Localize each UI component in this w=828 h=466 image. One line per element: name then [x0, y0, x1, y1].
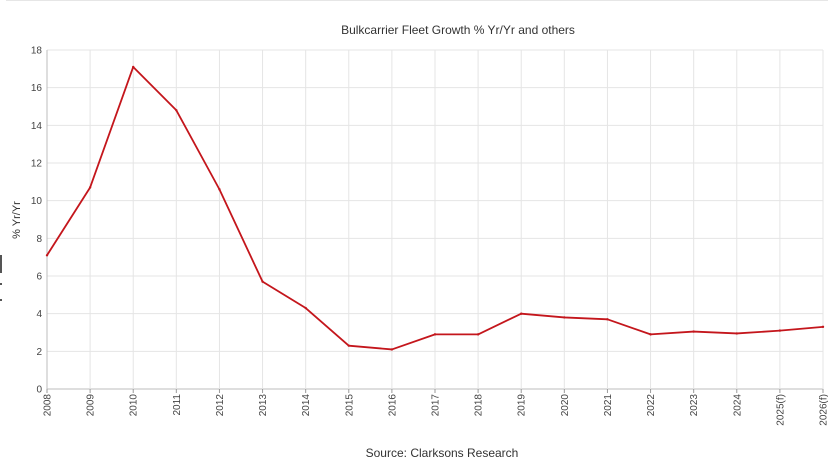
data-point [45, 254, 49, 257]
y-tick-label: 14 [31, 121, 43, 132]
x-tick-label: 2022 [646, 394, 657, 417]
data-point [132, 65, 135, 69]
data-point [261, 280, 264, 283]
data-point [692, 330, 695, 333]
x-tick-label: 2018 [474, 394, 485, 417]
left-edge-marks [0, 255, 2, 305]
data-point [304, 306, 307, 310]
x-tick-label: 2020 [560, 394, 571, 417]
y-tick-label: 2 [36, 347, 42, 358]
data-point [821, 325, 825, 329]
data-point [606, 318, 609, 321]
top-divider [6, 0, 828, 1]
data-point [520, 312, 523, 315]
x-tick-label: 2015 [344, 394, 355, 417]
data-point [175, 109, 178, 112]
x-tick-label: 2025(f) [775, 394, 786, 426]
data-point [476, 333, 480, 336]
x-tick-label: 2023 [689, 394, 700, 417]
data-point [88, 186, 92, 189]
x-tick-label: 2008 [43, 394, 54, 417]
x-tick-label: 2011 [172, 394, 183, 416]
x-tick-label: 2012 [215, 394, 226, 417]
data-point [735, 332, 738, 335]
x-tick-label: 2010 [129, 394, 140, 417]
chart-title: Bulkcarrier Fleet Growth % Yr/Yr and oth… [341, 23, 575, 37]
y-tick-label: 4 [36, 309, 42, 320]
data-point [433, 333, 437, 336]
y-tick-label: 16 [31, 83, 43, 94]
x-tick-label: 2019 [517, 394, 528, 417]
y-tick-label: 6 [36, 272, 42, 283]
data-point [347, 344, 350, 347]
y-tick-label: 0 [36, 385, 42, 396]
x-tick-label: 2024 [732, 394, 743, 417]
data-point [778, 329, 782, 332]
x-tick-label: 2026(f) [819, 394, 828, 426]
data-point [218, 188, 221, 191]
chart-frame [4, 0, 828, 466]
y-tick-label: 12 [31, 159, 43, 170]
x-tick-label: 2013 [258, 394, 269, 417]
x-tick-label: 2021 [603, 394, 614, 417]
x-tick-label: 2016 [387, 394, 398, 417]
data-point [563, 316, 566, 319]
x-tick-label: 2009 [86, 394, 97, 417]
y-tick-label: 18 [31, 46, 43, 57]
y-tick-label: 10 [31, 196, 43, 207]
y-tick-label: 8 [36, 234, 42, 245]
source-note: Source: Clarksons Research [365, 446, 519, 460]
data-point [649, 333, 652, 336]
x-tick-label: 2017 [431, 394, 442, 417]
x-tick-label: 2014 [301, 394, 312, 417]
data-point [390, 348, 394, 351]
